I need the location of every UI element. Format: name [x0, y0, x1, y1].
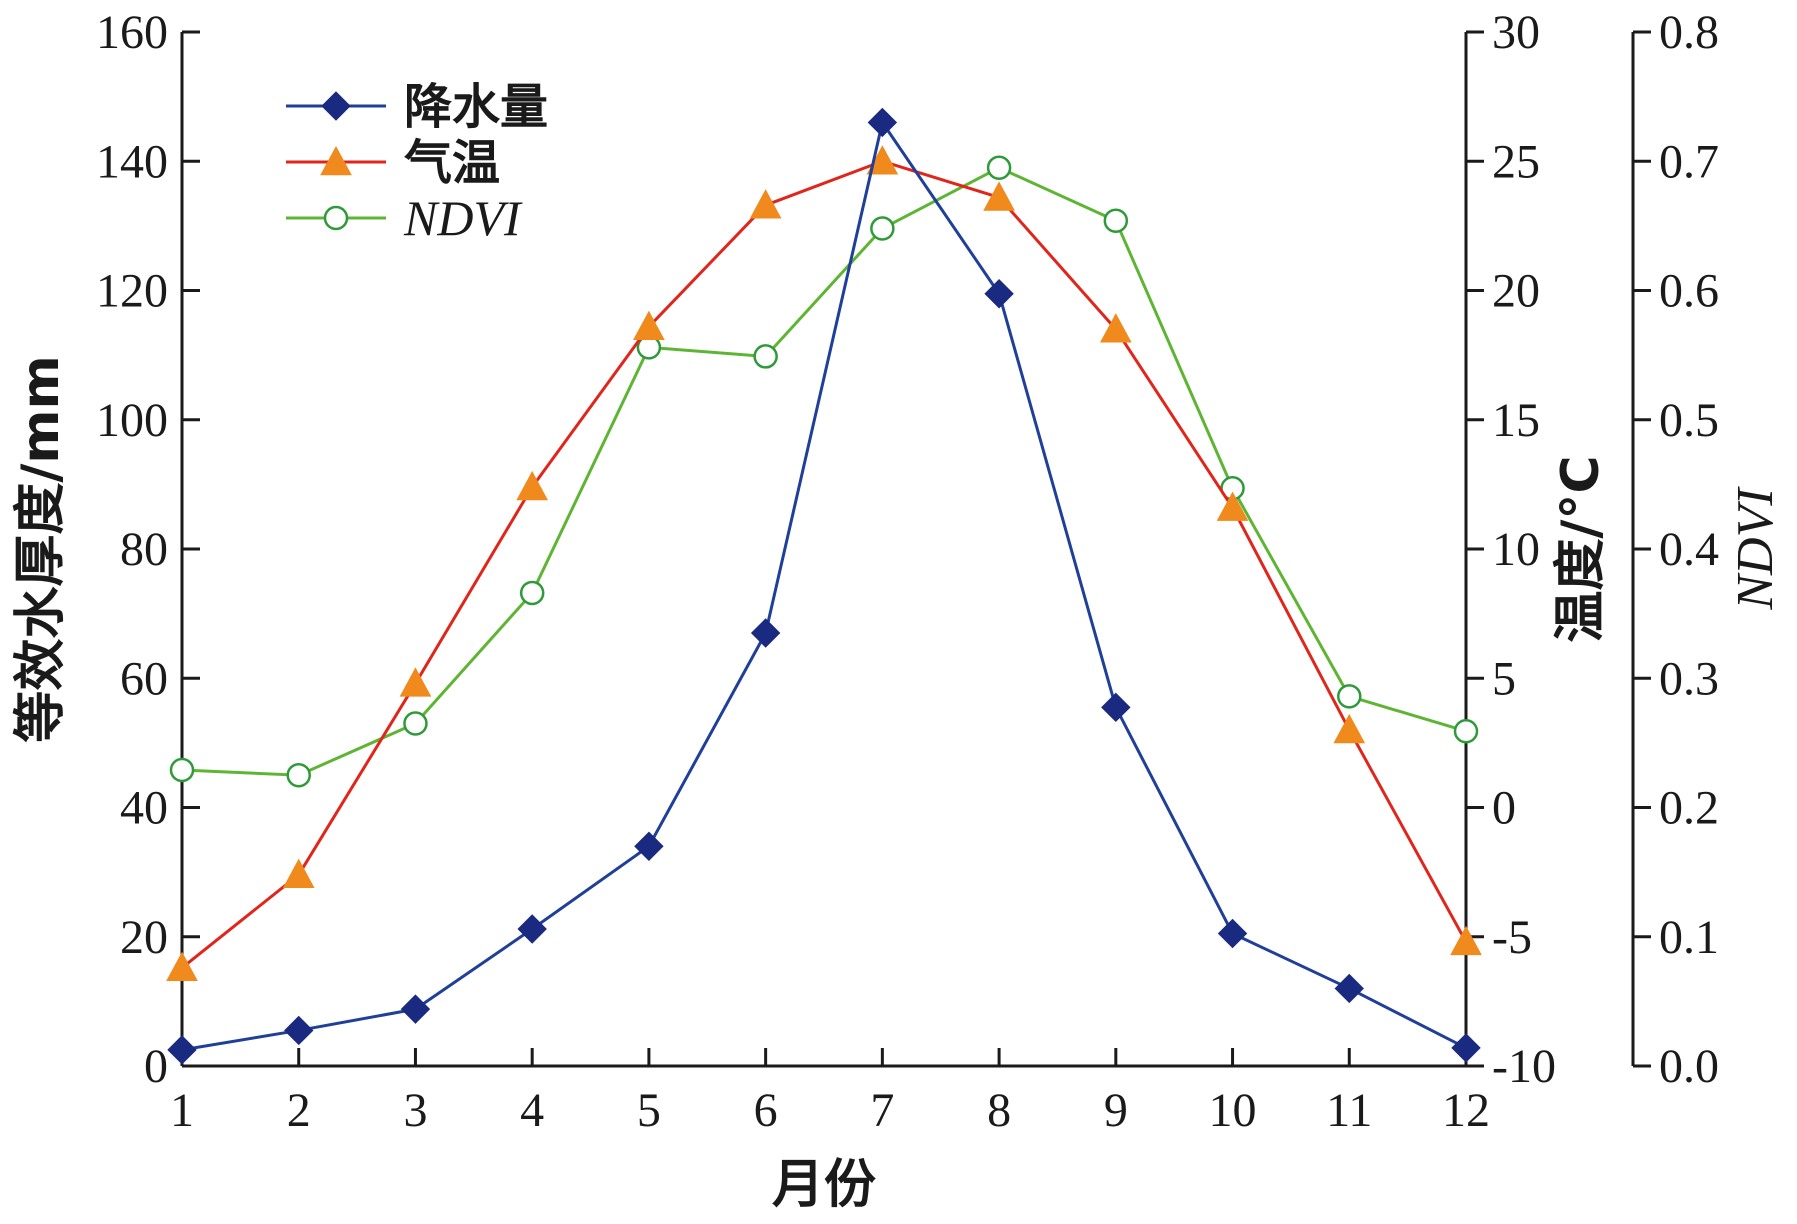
legend-label: 降水量 [404, 79, 548, 135]
x-tick-label: 5 [637, 1084, 661, 1137]
series-3-point [870, 216, 895, 241]
legend-item-2: 气温 [286, 135, 500, 191]
legend-item-3: NDVI [286, 190, 523, 246]
series-2-point [282, 858, 315, 888]
series-layer [166, 107, 1482, 1065]
legend-item-1: 降水量 [286, 79, 548, 135]
temperature-tick-label: -10 [1492, 1040, 1556, 1093]
temperature-tick-label: 0 [1492, 782, 1516, 835]
series-3-point [1453, 718, 1479, 744]
series-2-point [1216, 491, 1249, 521]
left-tick-label: 0 [144, 1040, 168, 1093]
left-tick-label: 120 [96, 265, 168, 318]
series-3-line [181, 166, 1467, 777]
left-tick-label: 100 [96, 394, 168, 447]
series-3-point [403, 711, 428, 736]
ndvi-tick-label: 0.4 [1659, 523, 1719, 576]
series-1 [167, 107, 1481, 1065]
x-tick-label: 6 [754, 1084, 778, 1137]
ndvi-tick-label: 0.0 [1659, 1040, 1719, 1093]
temperature-tick-label: 5 [1492, 652, 1516, 705]
ndvi-tick-label: 0.6 [1659, 265, 1719, 318]
x-tick-label: 8 [987, 1084, 1011, 1137]
temperature-tick-label: 10 [1492, 523, 1540, 576]
series-1-point [1451, 1033, 1481, 1063]
ndvi-tick-label: 0.2 [1659, 782, 1719, 835]
series-1-point [167, 1035, 197, 1065]
series-3-point [286, 762, 311, 788]
series-3-point [753, 344, 778, 369]
series-2 [166, 145, 1482, 982]
series-2-point [983, 181, 1015, 211]
series-1-point [867, 107, 898, 138]
series-1-point [284, 1015, 314, 1046]
x-tick-label: 10 [1209, 1084, 1257, 1137]
series-3 [169, 155, 1479, 788]
left-tick-label: 160 [96, 6, 168, 59]
x-tick-label: 7 [870, 1084, 894, 1137]
series-1-point [984, 279, 1014, 309]
series-2-point [1450, 925, 1482, 956]
left-tick-label: 40 [120, 782, 168, 835]
left-tick-label: 20 [120, 911, 168, 964]
ndvi-tick-label: 0.7 [1659, 135, 1719, 188]
x-tick-label: 9 [1104, 1084, 1128, 1137]
legend-label: 气温 [404, 135, 500, 191]
ndvi-tick-label: 0.1 [1659, 911, 1719, 964]
series-1-point [400, 994, 431, 1024]
series-2-point [633, 310, 665, 340]
x-tick-label: 12 [1442, 1084, 1490, 1137]
ndvi-tick-label: 0.5 [1659, 394, 1719, 447]
series-3-point [519, 580, 545, 606]
temperature-axis-title: 温度/°C [1551, 455, 1611, 642]
series-1-point [750, 618, 781, 648]
series-1-point [517, 914, 547, 944]
x-tick-label: 11 [1326, 1084, 1372, 1137]
left-axis-title: 等效水厚度/mm [11, 355, 71, 742]
series-1-line [181, 120, 1467, 1052]
ndvi-tick-label: 0.8 [1659, 6, 1719, 59]
temperature-tick-label: 15 [1492, 394, 1540, 447]
series-1-point [1334, 973, 1364, 1004]
series-2-point [1099, 313, 1132, 343]
temperature-tick-label: 25 [1492, 135, 1540, 188]
x-tick-label: 3 [403, 1084, 427, 1137]
series-1-point [634, 831, 664, 861]
series-3-point [986, 155, 1012, 180]
legend-marker [320, 145, 352, 176]
temperature-tick-label: -5 [1492, 911, 1532, 964]
left-tick-label: 60 [120, 652, 168, 705]
series-1-point [1101, 692, 1131, 723]
series-2-point [1333, 713, 1366, 744]
series-2-point [516, 470, 549, 501]
left-tick-label: 80 [120, 523, 168, 576]
series-3-point [169, 757, 195, 783]
x-tick-label: 2 [287, 1084, 311, 1137]
ndvi-axis-title: NDVI [1727, 486, 1784, 611]
series-1-point [1217, 918, 1248, 949]
legend-label: NDVI [403, 190, 523, 246]
series-3-point [1337, 684, 1362, 709]
x-tick-label: 1 [170, 1084, 194, 1137]
temperature-tick-label: 30 [1492, 6, 1540, 59]
x-axis-title: 月份 [772, 1155, 876, 1215]
series-2-point [749, 189, 782, 219]
left-tick-label: 140 [96, 135, 168, 188]
series-2-point [166, 951, 198, 982]
ndvi-tick-label: 0.3 [1659, 652, 1719, 705]
x-tick-label: 4 [520, 1084, 544, 1137]
series-3-point [1103, 208, 1129, 233]
temperature-tick-label: 20 [1492, 265, 1540, 318]
legend-marker [321, 91, 351, 121]
series-2-line [181, 159, 1468, 969]
legend-marker [323, 205, 349, 231]
series-2-point [399, 667, 432, 697]
axes-layer: 1 2 3 4 5 6 7 8 9 10 11 12020406080100120140160-10-… [11, 6, 1784, 1215]
